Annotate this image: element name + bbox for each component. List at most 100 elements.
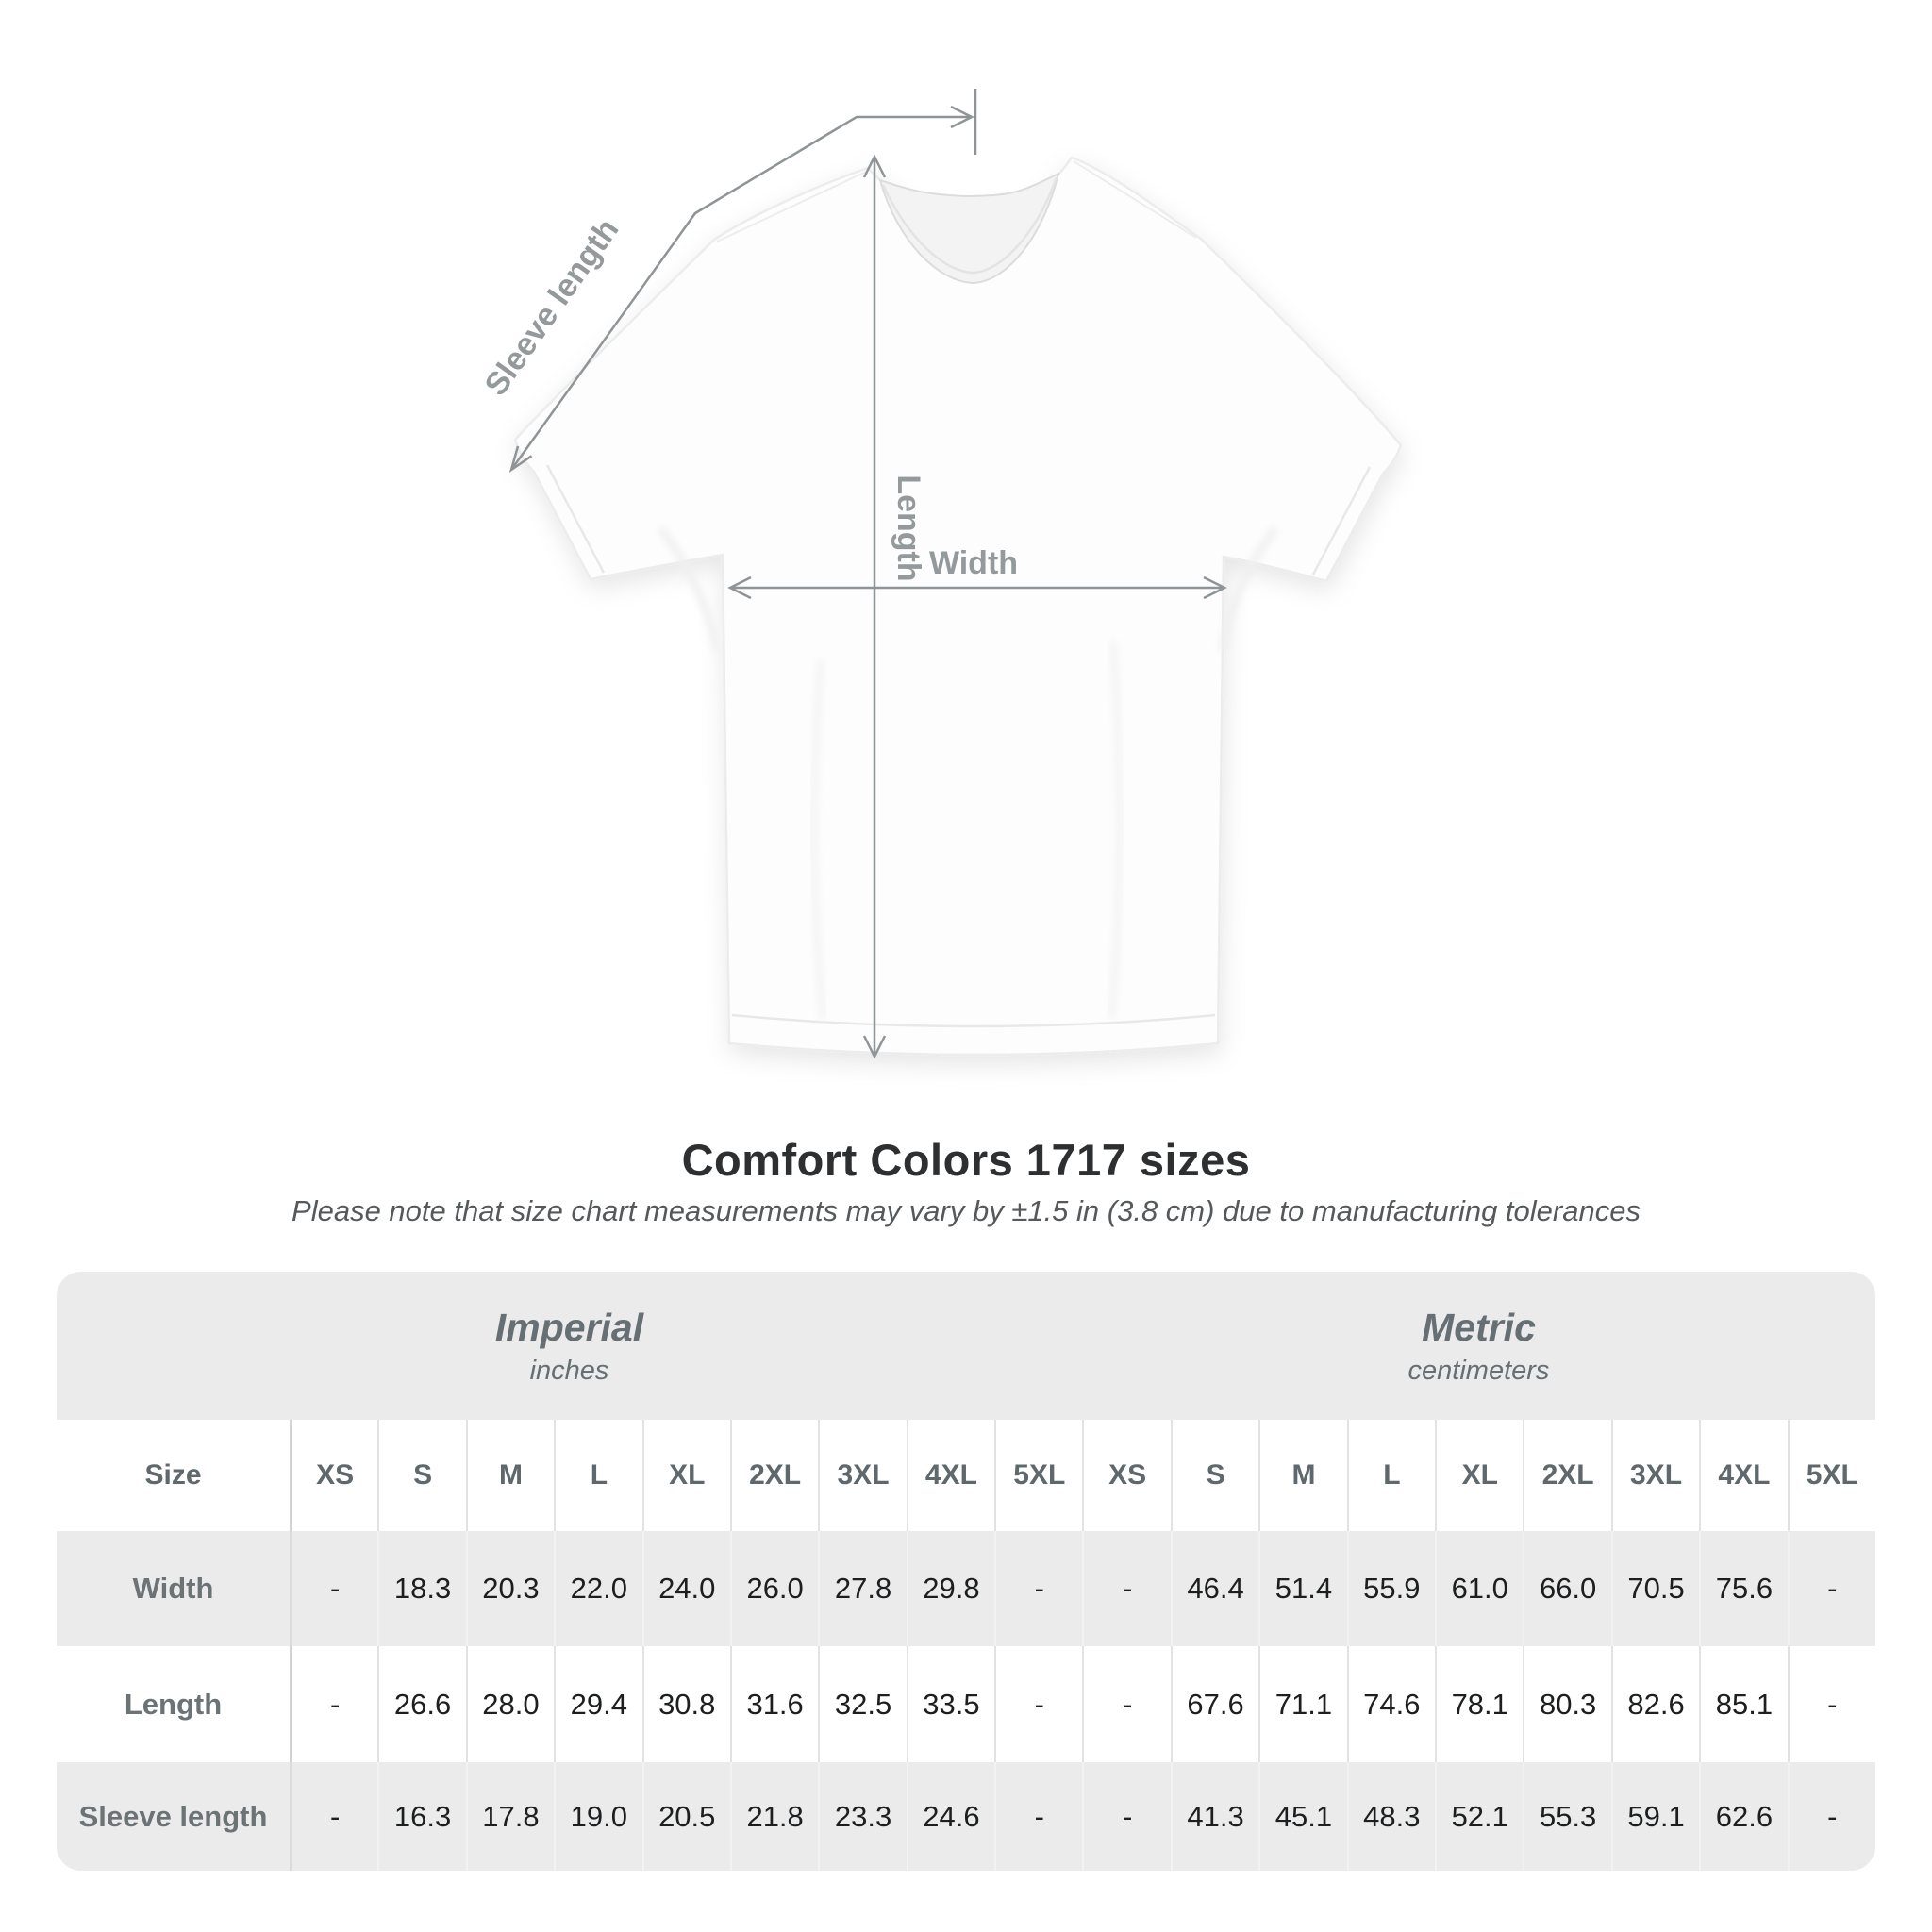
value-cell: 18.3 [377,1531,465,1646]
value-cell: 46.4 [1170,1531,1258,1646]
metric-title: Metric [1422,1305,1536,1349]
imperial-unit: inches [529,1355,609,1386]
size-cell: 5XL [994,1420,1082,1531]
value-cell: 33.5 [906,1646,994,1762]
row-label: Sleeve length [78,1799,268,1833]
length-measure-line [862,154,887,1059]
value-cell: - [1787,1762,1875,1871]
arrowhead-right [950,105,974,129]
unit-group-header: Imperial inches Metric centimeters [57,1272,1875,1420]
value-cell: 16.3 [377,1762,465,1871]
value-cell: 22.0 [554,1531,641,1646]
value-cell: 29.4 [554,1646,641,1762]
value-cell: 17.8 [465,1762,554,1871]
arrowhead-left [727,575,752,600]
value-cell: 52.1 [1435,1762,1523,1871]
row-label: Length [124,1687,223,1721]
metric-unit: centimeters [1407,1355,1550,1386]
value-cell: - [994,1531,1082,1646]
size-cell: XL [641,1420,730,1531]
measurement-lines [508,89,1227,1059]
imperial-title: Imperial [494,1305,644,1349]
size-cell: M [1258,1420,1346,1531]
value-cell: - [1787,1531,1875,1646]
arrowhead-right [1203,575,1227,600]
value-cell: 82.6 [1610,1646,1699,1762]
value-cell: 62.6 [1699,1762,1787,1871]
value-cell: 23.3 [818,1762,906,1871]
size-column-header: Size [144,1459,202,1491]
value-cell: - [1787,1646,1875,1762]
value-cell: 41.3 [1170,1762,1258,1871]
value-cell: 20.5 [641,1762,730,1871]
value-cell: 74.6 [1346,1646,1435,1762]
value-cell: 55.3 [1523,1762,1610,1871]
size-cell: 4XL [1699,1420,1787,1531]
value-cell: 29.8 [906,1531,994,1646]
size-cell: XS [290,1420,377,1531]
value-cell: 67.6 [1170,1646,1258,1762]
value-cell: 24.6 [906,1762,994,1871]
value-cell: 45.1 [1258,1762,1346,1871]
size-cell: 2XL [1523,1420,1610,1531]
value-cell: - [1082,1531,1170,1646]
value-cell: - [290,1762,377,1871]
arrowhead-sleeve-end [508,445,533,473]
length-label: Length [891,475,926,581]
tolerance-note: Please note that size chart measurements… [291,1194,1641,1227]
size-header-row: Size XS S M L XL 2XL 3XL 4XL 5XL XS S M L XL 2XL 3XL 4XL 5… [57,1420,1875,1531]
value-cell: 24.0 [641,1531,730,1646]
collar [878,172,1060,285]
imperial-group-header: Imperial inches [57,1272,1082,1420]
tshirt-diagram: Sleeve length Length Width [478,89,1403,1059]
arrowhead-up [862,154,887,178]
page-title: Comfort Colors 1717 sizes [681,1135,1251,1185]
value-cell: 80.3 [1523,1646,1610,1762]
size-cell: 3XL [1610,1420,1699,1531]
width-measure-line [727,575,1227,600]
row-label: Width [132,1572,214,1605]
value-cell: - [290,1531,377,1646]
size-chart-table: Imperial inches Metric centimeters Size X… [57,1272,1875,1871]
sleeve-length-measure-line [508,89,977,473]
tshirt-image [513,156,1403,1057]
value-cell: - [1082,1646,1170,1762]
value-cell: 20.3 [465,1531,554,1646]
value-cell: 55.9 [1346,1531,1435,1646]
metric-group-header: Metric centimeters [1082,1272,1875,1420]
value-cell: 51.4 [1258,1531,1346,1646]
size-cell: 3XL [818,1420,906,1531]
value-cell: - [994,1646,1082,1762]
value-cell: 31.6 [729,1646,818,1762]
value-cell: 85.1 [1699,1646,1787,1762]
value-cell: 75.6 [1699,1531,1787,1646]
width-label: Width [929,545,1018,581]
arrowhead-down [862,1035,887,1059]
value-cell: 61.0 [1435,1531,1523,1646]
value-cell: 78.1 [1435,1646,1523,1762]
value-cell: - [1082,1762,1170,1871]
value-cell: 71.1 [1258,1646,1346,1762]
measurement-row: Length -26.6 28.0 29.4 30.8 31.6 32.5 33.5- -67.… [57,1646,1875,1762]
measurement-row: Sleeve length -16.3 17.8 19.0 20.5 21.8 23.3 24… [57,1762,1875,1871]
value-cell: 27.8 [818,1531,906,1646]
size-cell: L [554,1420,641,1531]
value-cell: 19.0 [554,1762,641,1871]
size-cell: M [465,1420,554,1531]
value-cell: 32.5 [818,1646,906,1762]
value-cell: 59.1 [1610,1762,1699,1871]
size-cell: S [1170,1420,1258,1531]
size-cell: 4XL [906,1420,994,1531]
value-cell: 26.6 [377,1646,465,1762]
size-cell: L [1346,1420,1435,1531]
value-cell: 30.8 [641,1646,730,1762]
size-chart-rows: Size XS S M L XL 2XL 3XL 4XL 5XL XS S M L XL 2XL 3XL 4XL 5… [57,1420,1875,1871]
value-cell: 26.0 [729,1531,818,1646]
measurement-row: Width -18.3 20.3 22.0 24.0 26.0 27.8 29.8- -46.4… [57,1531,1875,1646]
value-cell: 48.3 [1346,1762,1435,1871]
size-cell: XL [1435,1420,1523,1531]
value-cell: 66.0 [1523,1531,1610,1646]
size-cell: S [377,1420,465,1531]
value-cell: - [290,1646,377,1762]
